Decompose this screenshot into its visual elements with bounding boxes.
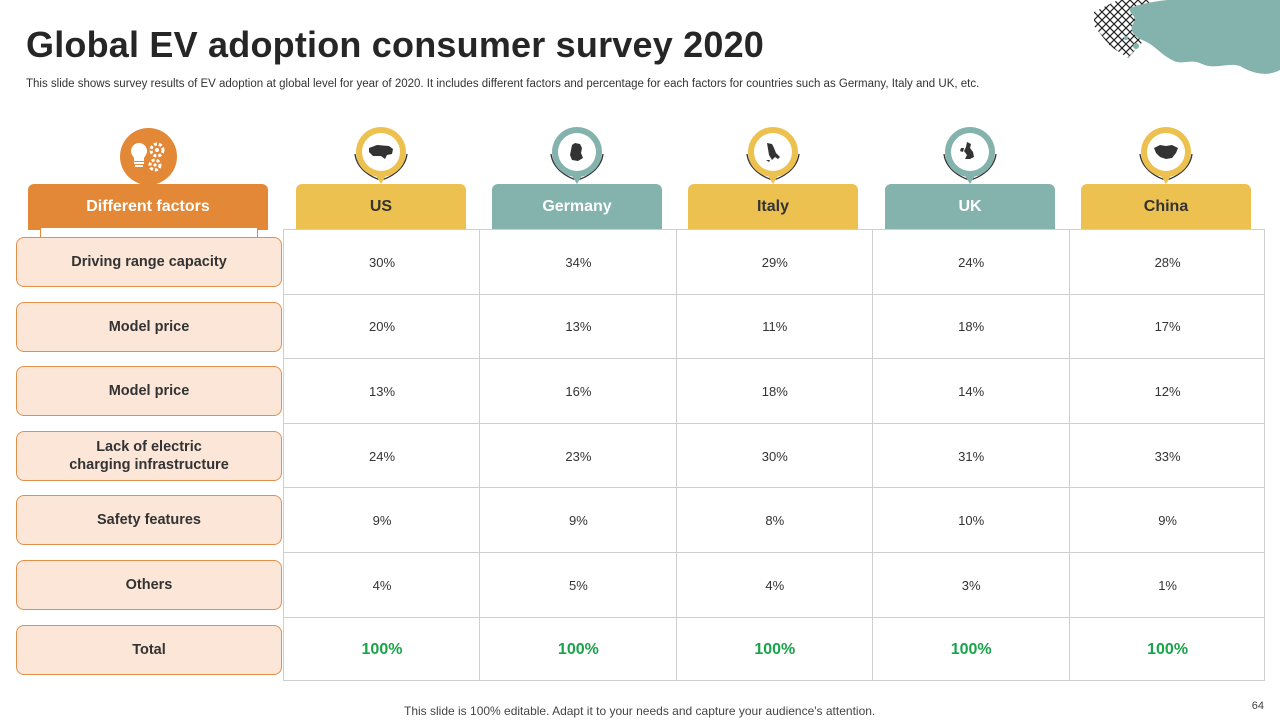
value-cell: 1%: [1158, 577, 1177, 593]
value-cell: 14%: [958, 383, 985, 399]
lightbulb-gears-icon: [120, 128, 177, 185]
value-cell: 33%: [1154, 448, 1181, 464]
value-cell: 31%: [958, 448, 985, 464]
decorative-splash-icon: [1094, 0, 1280, 74]
value-cell: 30%: [368, 254, 396, 270]
country-header-china: China: [1081, 184, 1251, 230]
value-cell: 20%: [368, 319, 396, 335]
value-cell: 5%: [568, 577, 588, 593]
factor-cell: Driving range capacity: [16, 237, 282, 287]
country-header-germany: Germany: [492, 184, 662, 230]
value-cell: 10%: [958, 513, 985, 529]
value-cell: 30%: [761, 448, 788, 464]
total-value-cell: 100%: [754, 640, 796, 658]
value-cell: 18%: [761, 383, 788, 399]
country-header-italy: Italy: [688, 184, 858, 230]
value-cell: 24%: [368, 448, 396, 464]
country-header-uk: UK: [885, 184, 1055, 230]
us-map-icon: [354, 127, 408, 184]
grid-vertical-line: [872, 230, 874, 680]
value-cell: 28%: [1154, 254, 1181, 270]
value-cell: 18%: [958, 319, 985, 335]
value-cell: 34%: [565, 254, 592, 270]
value-cell: 9%: [372, 513, 392, 529]
value-cell: 9%: [568, 513, 588, 529]
value-cell: 16%: [565, 383, 592, 399]
value-cell: 24%: [958, 254, 985, 270]
germany-map-icon: [550, 127, 604, 184]
italy-map-icon: [746, 127, 800, 184]
value-cell: 17%: [1154, 319, 1181, 335]
data-grid: 30% 34% 29% 24% 28% 20% 13% 11% 18% 17% 13% 16% 18% 1…: [283, 229, 1265, 681]
footer-note: This slide is 100% editable. Adapt it to…: [404, 704, 876, 718]
grid-vertical-line: [1068, 230, 1070, 680]
value-cell: 13%: [368, 383, 396, 399]
total-value-cell: 100%: [950, 640, 992, 658]
factor-cell: Total: [16, 624, 282, 675]
factor-cell: Safety features: [16, 495, 282, 546]
value-cell: 4%: [765, 577, 785, 593]
value-cell: 23%: [565, 448, 592, 464]
total-value-cell: 100%: [557, 640, 599, 658]
grid-horizontal-line: [284, 552, 1264, 553]
value-cell: 29%: [761, 254, 788, 270]
value-cell: 3%: [961, 577, 981, 593]
value-cell: 11%: [762, 319, 788, 335]
page-subtitle: This slide shows survey results of EV ad…: [26, 78, 980, 90]
grid-horizontal-line: [284, 293, 1264, 295]
value-cell: 12%: [1154, 383, 1181, 399]
factor-column-header: Different factors: [28, 184, 268, 230]
factor-cell: Lack of electric charging infrastructure: [16, 430, 282, 481]
country-header-us: US: [296, 184, 466, 230]
total-value-cell: 100%: [361, 640, 403, 658]
grid-vertical-line: [675, 230, 677, 680]
grid-horizontal-line: [284, 422, 1264, 424]
page-title: Global EV adoption consumer survey 2020: [26, 24, 765, 65]
page-number: 64: [1251, 700, 1264, 712]
factor-cell: Others: [16, 560, 282, 610]
value-cell: 4%: [372, 577, 392, 593]
total-value-cell: 100%: [1147, 640, 1189, 658]
factor-cell: Model price: [16, 301, 282, 352]
value-cell: 8%: [765, 513, 785, 529]
grid-vertical-line: [479, 230, 481, 680]
value-cell: 9%: [1158, 513, 1177, 529]
grid-horizontal-line: [284, 487, 1264, 489]
china-map-icon: [1139, 127, 1193, 184]
value-cell: 13%: [565, 319, 592, 335]
grid-horizontal-line: [284, 616, 1264, 618]
uk-map-icon: [943, 127, 997, 184]
factor-cell: Model price: [16, 366, 282, 417]
grid-horizontal-line: [284, 358, 1264, 360]
